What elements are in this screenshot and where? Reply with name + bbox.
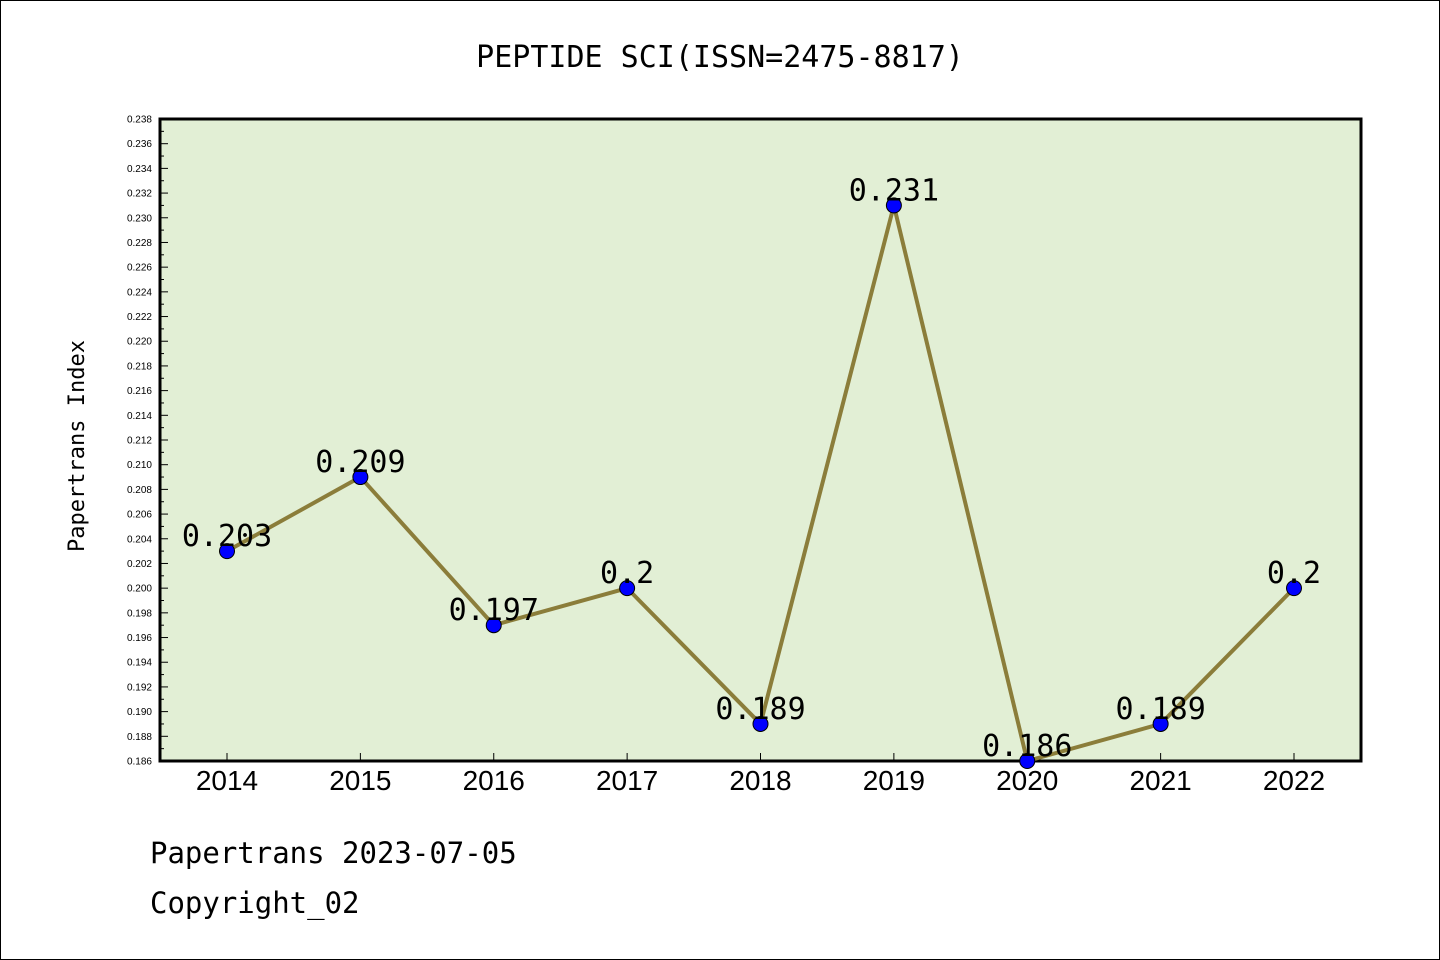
data-point — [485, 617, 502, 634]
x-tick-label: 2022 — [1263, 765, 1325, 796]
y-tick-label: 0.190 — [127, 707, 152, 718]
y-tick-label: 0.204 — [127, 534, 152, 545]
y-tick-label: 0.216 — [127, 386, 152, 397]
data-point — [1286, 580, 1302, 597]
y-tick-label: 0.196 — [127, 633, 152, 644]
data-label: 0.231 — [849, 173, 939, 208]
y-tick-label: 0.194 — [127, 658, 152, 669]
x-axis: 2014 2015 2016 2017 2018 2019 2020 2021 2022 — [196, 753, 1325, 796]
data-point — [1019, 753, 1036, 769]
data-point — [352, 469, 369, 486]
data-label: 0.189 — [715, 692, 805, 727]
x-tick-label: 2020 — [996, 765, 1058, 796]
footer-copyright: Copyright_02 — [150, 886, 360, 920]
y-tick-label: 0.238 — [127, 115, 152, 126]
data-point — [619, 580, 636, 597]
data-label: 0.203 — [182, 519, 272, 554]
y-tick-label: 0.224 — [127, 287, 152, 298]
y-axis: 0.186 0.188 0.190 0.192 0.194 0.196 0.198 0.200… — [127, 115, 168, 768]
y-tick-label: 0.234 — [127, 164, 152, 175]
y-tick-label: 0.236 — [127, 139, 152, 150]
data-label: 0.189 — [1115, 692, 1205, 727]
y-axis-label: Papertrans Index — [65, 340, 90, 552]
x-tick-label: 2016 — [463, 765, 525, 796]
data-label: 0.2 — [600, 556, 654, 591]
x-tick-label: 2021 — [1129, 765, 1191, 796]
x-tick-label: 2014 — [196, 765, 258, 796]
x-tick-label: 2017 — [596, 765, 658, 796]
y-tick-label: 0.232 — [127, 189, 152, 200]
y-tick-label: 0.186 — [127, 757, 152, 768]
y-tick-label: 0.222 — [127, 312, 152, 323]
y-tick-label: 0.188 — [127, 732, 152, 743]
y-tick-label: 0.202 — [127, 559, 152, 570]
data-label: 0.186 — [982, 729, 1072, 764]
y-tick-label: 0.210 — [127, 460, 152, 471]
y-tick-label: 0.192 — [127, 682, 152, 693]
y-tick-label: 0.218 — [127, 361, 152, 372]
y-tick-label: 0.214 — [127, 411, 152, 422]
y-tick-label: 0.200 — [127, 584, 152, 595]
data-labels: 0.203 0.209 0.197 0.2 0.189 0.231 0.186 0.189 0.… — [182, 173, 1321, 764]
y-tick-label: 0.230 — [127, 213, 152, 224]
y-tick-label: 0.212 — [127, 436, 152, 447]
x-tick-label: 2019 — [863, 765, 925, 796]
footer-date: Papertrans 2023-07-05 — [150, 836, 517, 870]
data-label: 0.197 — [449, 593, 539, 628]
data-point — [219, 543, 235, 560]
y-tick-label: 0.226 — [127, 263, 152, 274]
x-tick-label: 2018 — [729, 765, 791, 796]
data-point — [885, 197, 902, 214]
y-tick-label: 0.208 — [127, 485, 152, 496]
y-tick-label: 0.228 — [127, 238, 152, 249]
plot-area — [158, 117, 1363, 763]
y-tick-label: 0.220 — [127, 337, 152, 348]
x-tick-label: 2015 — [329, 765, 391, 796]
data-label: 0.2 — [1267, 556, 1321, 591]
series-group — [219, 197, 1302, 769]
data-label: 0.209 — [315, 445, 405, 480]
data-point — [1152, 715, 1169, 732]
y-tick-label: 0.198 — [127, 608, 152, 619]
chart-title: PEPTIDE SCI(ISSN=2475-8817) — [476, 40, 964, 75]
y-tick-label: 0.206 — [127, 510, 152, 521]
data-point — [752, 715, 769, 732]
